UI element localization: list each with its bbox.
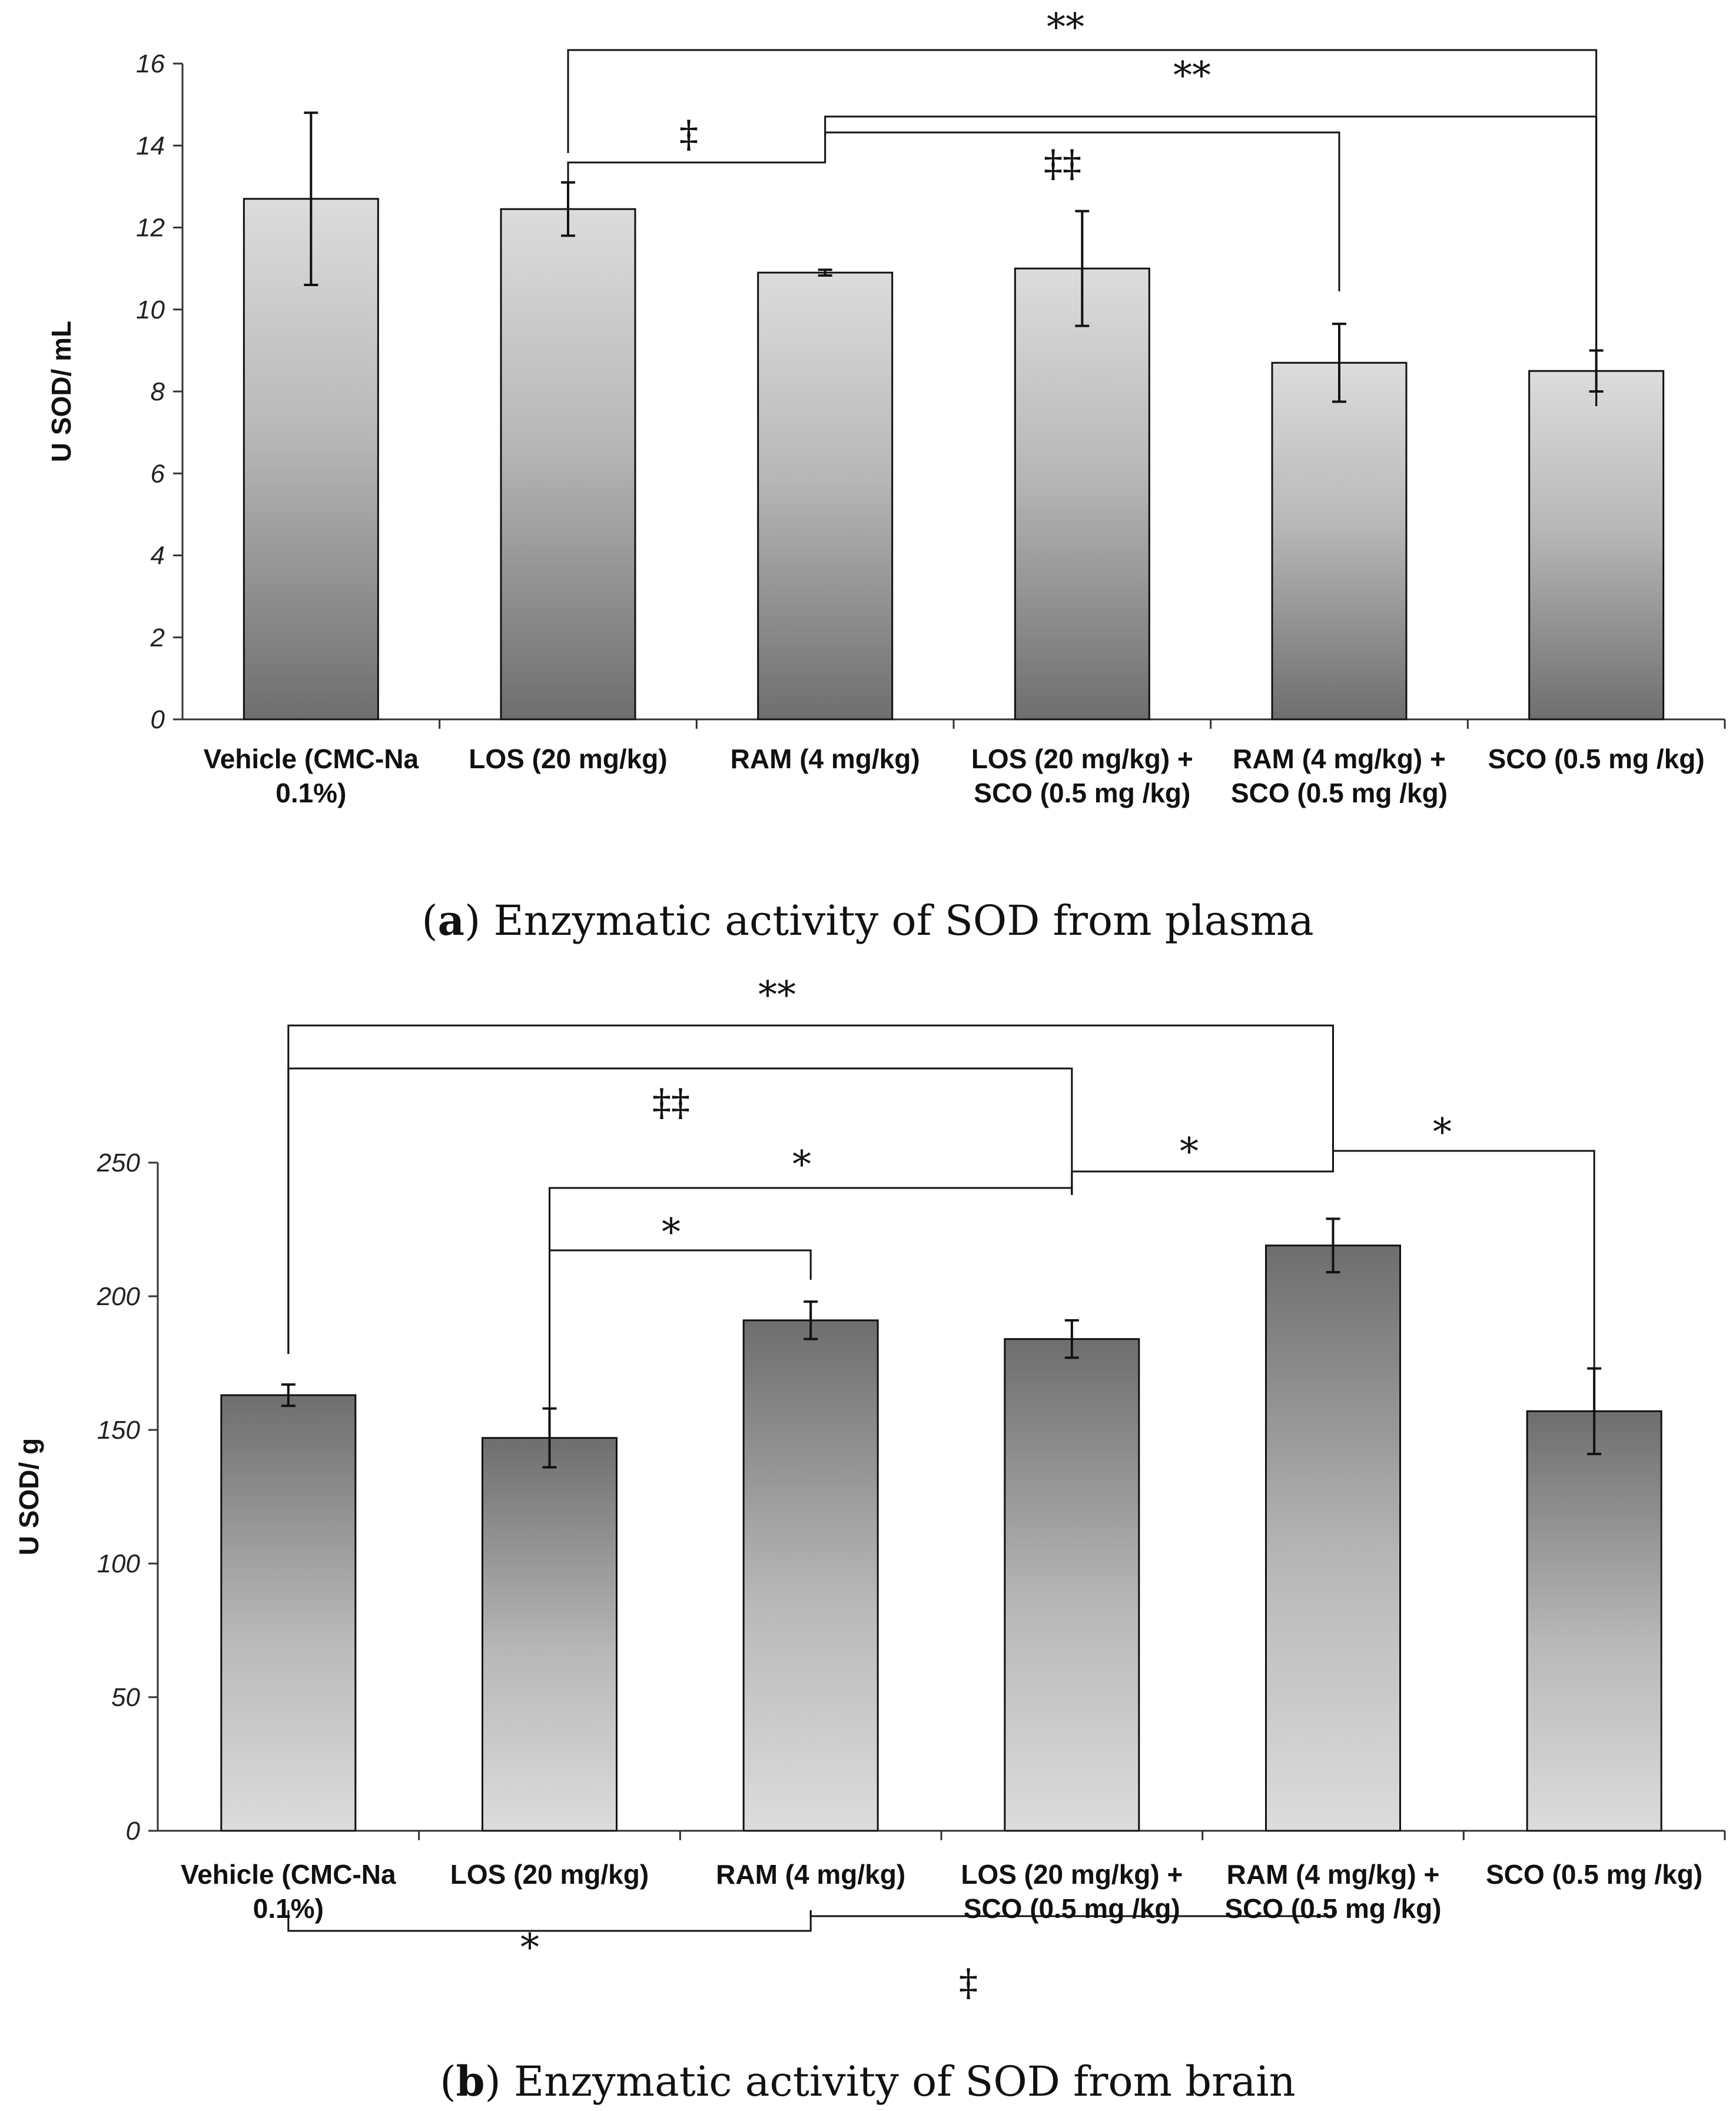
significance-bracket [287,1910,812,1932]
category-label: SCO (0.5 mg /kg) [1486,1859,1702,1890]
category-label: LOS (20 mg/kg) + SCO (0.5 mg /kg) [961,1859,1183,1924]
bar [757,271,894,721]
significance-symbol: * [662,1211,681,1254]
caption-a-text: Enzymatic activity of SOD from plasma [494,897,1314,945]
y-tick-label: 16 [136,49,165,78]
category-label: Vehicle (CMC-Na 0.1%) [204,744,419,808]
significance-bracket [1332,1150,1595,1404]
caption-b: (b) Enzymatic activity of SOD from brain [440,2057,1295,2106]
significance-symbol: ** [1047,6,1084,49]
bar [1271,361,1408,721]
y-tick-label: 0 [126,1817,141,1846]
y-tick-label: 50 [111,1683,140,1712]
significance-bracket [1071,1163,1334,1195]
y-tick-label: 6 [151,459,165,488]
y-tick-label: 250 [97,1149,141,1177]
significance-bracket [809,1907,1334,1917]
significance-bracket [824,115,1598,406]
significance-bracket [567,137,826,203]
y-tick-label: 150 [97,1416,141,1445]
bar [1014,267,1150,721]
bar [220,1394,357,1832]
category-label: RAM (4 mg/kg) [731,744,920,774]
significance-symbol: ‡‡ [652,1081,690,1125]
caption-a-letter: a [438,896,464,945]
category-label: LOS (20 mg/kg) [469,744,667,774]
significance-symbol: ‡‡ [1044,142,1081,186]
category-label: RAM (4 mg/kg) + SCO (0.5 mg /kg) [1231,744,1448,808]
caption-b-letter: b [456,2057,485,2106]
category-label: SCO (0.5 mg /kg) [1488,744,1705,774]
bar [1526,1410,1662,1832]
y-tick-label: 0 [151,705,165,734]
y-tick-label: 200 [97,1282,141,1311]
significance-bracket [549,1249,812,1410]
significance-symbol: * [1180,1130,1199,1174]
bar [500,208,636,721]
caption-b-text: Enzymatic activity of SOD from brain [514,2057,1296,2106]
y-tick-label: 2 [150,623,165,652]
significance-symbol: * [520,1926,539,1970]
y-axis-title: U SOD/ g [14,1438,44,1555]
bar [742,1319,879,1832]
significance-symbol: ‡ [959,1961,978,2005]
bar [482,1437,618,1832]
category-label: LOS (20 mg/kg) + SCO (0.5 mg /kg) [971,744,1193,808]
significance-symbol: * [1433,1111,1452,1154]
y-tick-label: 14 [136,131,165,160]
category-label: LOS (20 mg/kg) [450,1859,649,1890]
y-axis-title: U SOD/ mL [46,321,77,462]
significance-bracket [287,1067,1073,1354]
significance-symbol: ** [1173,54,1211,98]
significance-symbol: ** [758,974,796,1017]
chart-panel-a: 0 2 4 6 8 10 12 14 16 U SOD/ mL Vehicle (CMC-Na 0.1… [46,6,1726,808]
caption-a: (a) Enzymatic activity of SOD from plasm… [421,896,1313,945]
significance-symbol: * [792,1143,811,1187]
y-tick-label: 12 [136,214,165,243]
category-label: RAM (4 mg/kg) [716,1859,905,1890]
significance-bracket [824,131,1340,291]
bar [1528,370,1665,721]
bar [1265,1244,1401,1832]
y-tick-label: 8 [151,377,165,406]
significance-symbol: ‡ [679,113,698,157]
bar [1004,1338,1140,1832]
y-tick-label: 10 [136,296,165,324]
y-tick-label: 100 [97,1549,141,1578]
y-tick-label: 4 [151,542,165,570]
